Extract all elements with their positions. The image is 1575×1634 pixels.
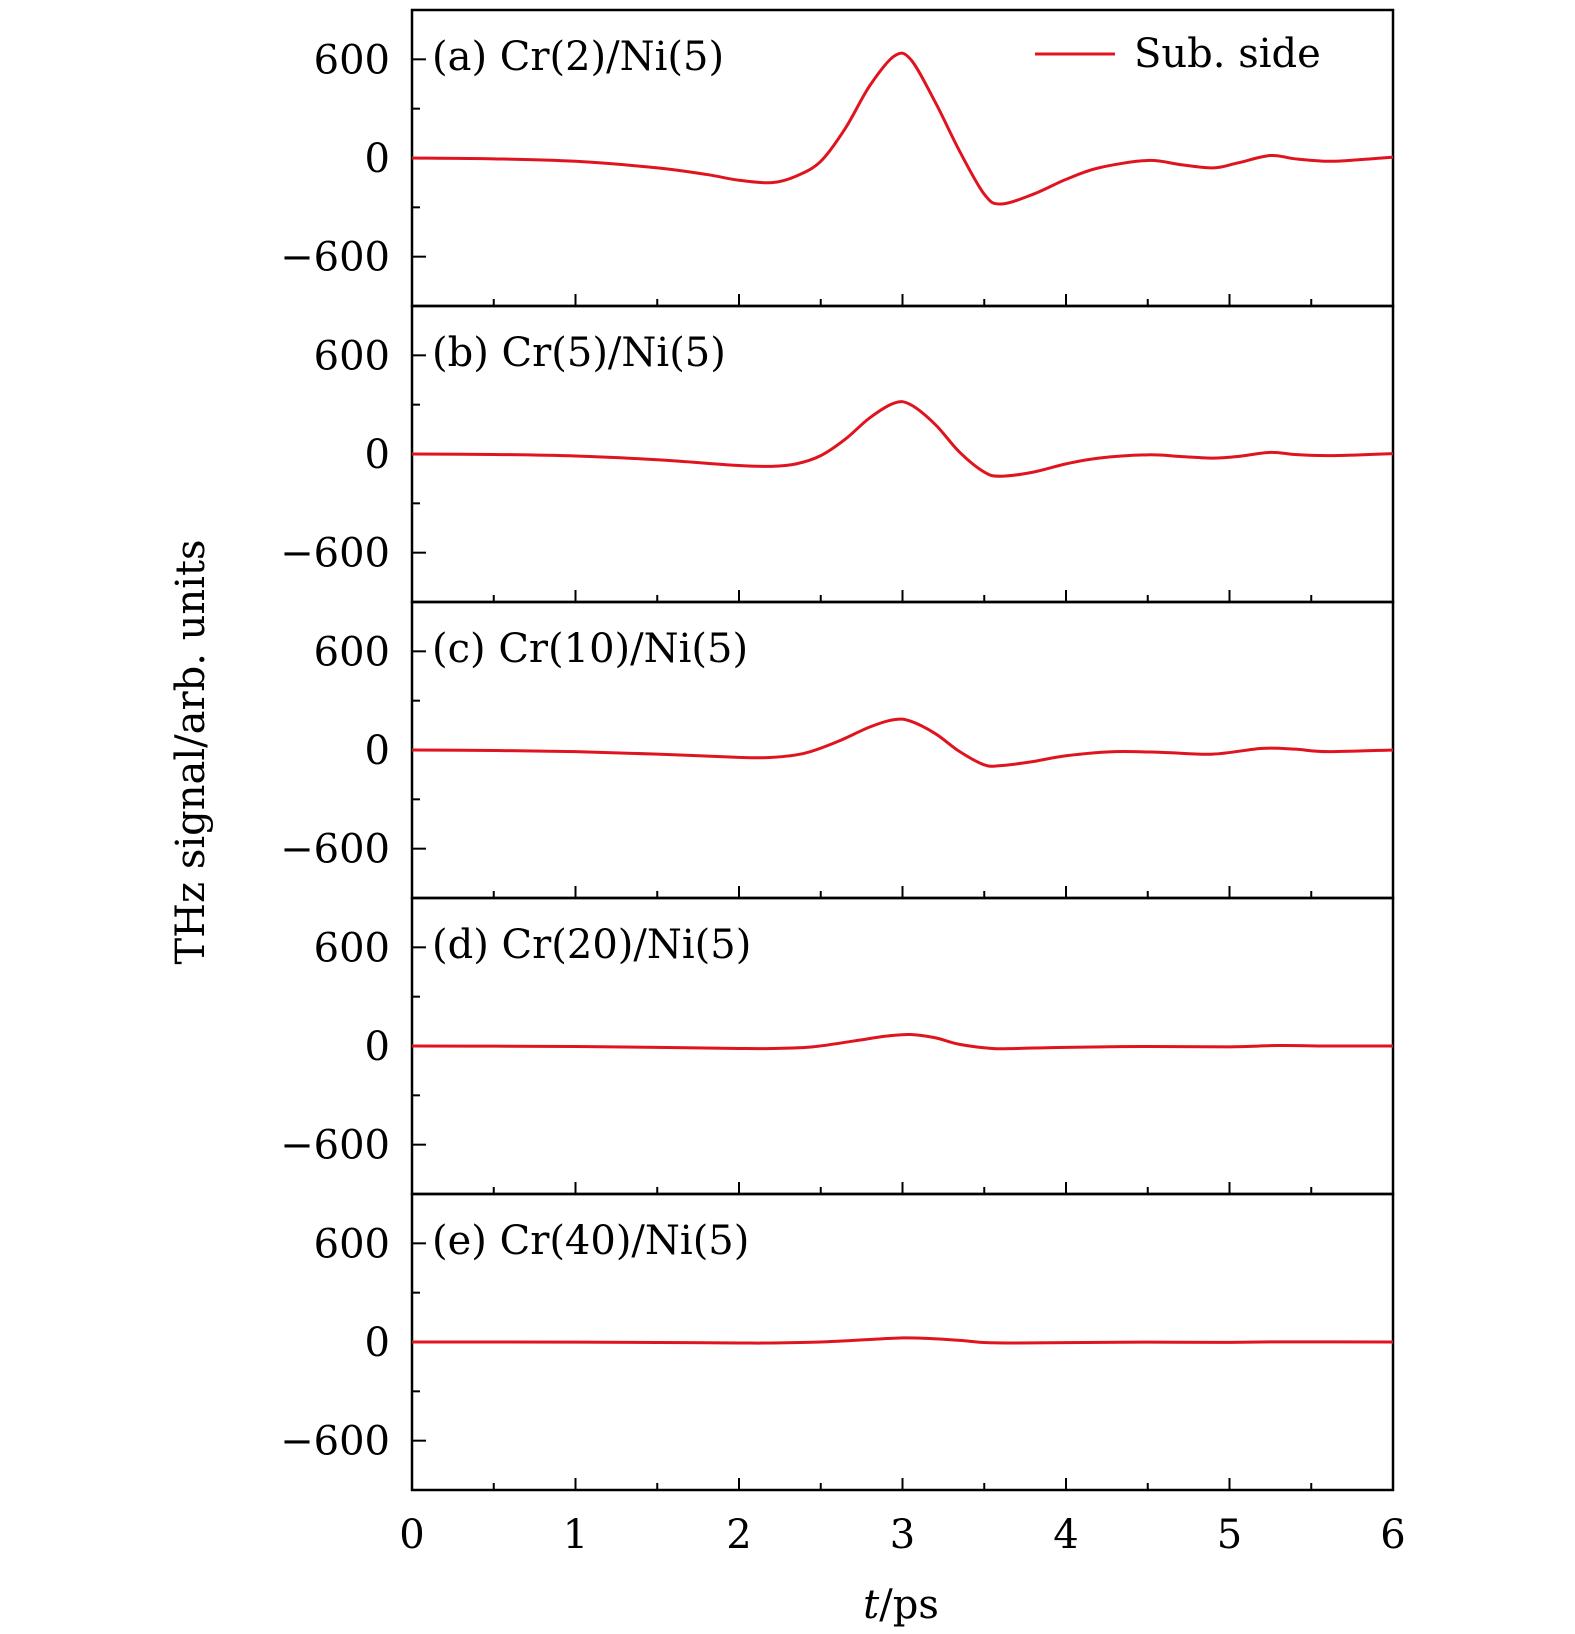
panel-label: (e) Cr(40)/Ni(5): [432, 1218, 749, 1264]
panel-label: (d) Cr(20)/Ni(5): [432, 922, 751, 968]
y-tick-label: 600: [314, 37, 390, 83]
x-axis-title-variable: t: [863, 1582, 880, 1628]
series-line: [411, 400, 1394, 478]
y-tick-label: 600: [314, 1221, 390, 1267]
y-tick-label: −600: [280, 235, 390, 281]
x-tick-label: 5: [1217, 1512, 1242, 1558]
y-tick-label: 0: [365, 728, 390, 774]
x-axis-title-unit: /ps: [879, 1582, 939, 1628]
panels-layer: 600 0 −600 (a) Cr(2)/Ni(5) Sub. side 600 0 −600…: [280, 8, 1395, 1492]
x-tick-label: 0: [399, 1512, 424, 1558]
y-tick-label: 600: [314, 333, 390, 379]
y-tick-label: −600: [280, 1123, 390, 1169]
x-tick-label: 4: [1053, 1512, 1078, 1558]
series-line: [411, 717, 1394, 768]
y-tick-label: −600: [280, 827, 390, 873]
y-tick-label: 0: [365, 136, 390, 182]
panel-a: 600 0 −600 (a) Cr(2)/Ni(5) Sub. side: [280, 8, 1395, 308]
x-tick-label: 3: [890, 1512, 915, 1558]
x-tick-label: 6: [1380, 1512, 1405, 1558]
panel-d: 600 0 −600 (d) Cr(20)/Ni(5): [280, 896, 1395, 1196]
x-axis: 0 1 2 3 4 5 6: [399, 1512, 1405, 1558]
series-line: [411, 1336, 1394, 1345]
series-line: [411, 1032, 1394, 1051]
panel-label: (a) Cr(2)/Ni(5): [432, 34, 724, 80]
legend-label: Sub. side: [1134, 31, 1321, 77]
x-tick-label: 1: [563, 1512, 588, 1558]
legend: Sub. side: [1035, 31, 1321, 77]
series-line: [411, 51, 1394, 206]
panel-label: (c) Cr(10)/Ni(5): [432, 626, 748, 672]
panel-c: 600 0 −600 (c) Cr(10)/Ni(5): [280, 600, 1395, 900]
y-tick-label: 600: [314, 925, 390, 971]
y-tick-label: −600: [280, 1419, 390, 1465]
panel-e: 600 0 −600 (e) Cr(40)/Ni(5): [280, 1192, 1395, 1492]
panel-b: 600 0 −600 (b) Cr(5)/Ni(5): [280, 304, 1395, 604]
y-tick-label: 0: [365, 432, 390, 478]
y-tick-label: 0: [365, 1024, 390, 1070]
panel-label: (b) Cr(5)/Ni(5): [432, 330, 726, 376]
y-tick-label: 0: [365, 1320, 390, 1366]
y-axis-title: THz signal/arb. units: [168, 539, 214, 964]
x-axis-title: t/ps: [863, 1582, 939, 1628]
y-tick-label: 600: [314, 629, 390, 675]
x-tick-label: 2: [726, 1512, 751, 1558]
y-tick-label: −600: [280, 531, 390, 577]
